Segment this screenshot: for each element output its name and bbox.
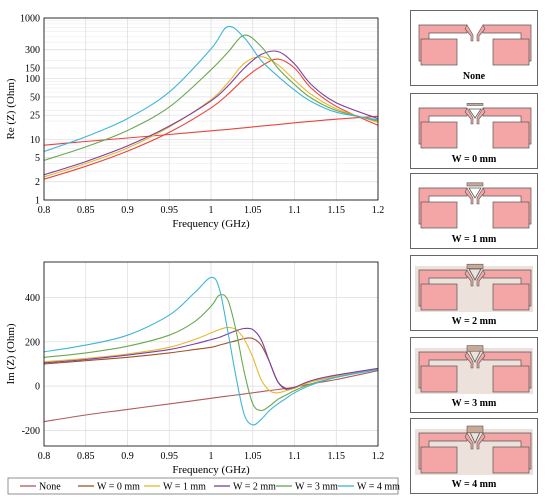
series-line-none — [44, 115, 378, 146]
y-tick-label: 50 — [30, 92, 40, 103]
series-line-w-3-mm — [44, 294, 378, 412]
y-tick-label: 400 — [25, 293, 40, 304]
y-tick-label: 2 — [35, 177, 40, 188]
antenna-drawing — [418, 103, 532, 149]
y-tick-label: 100 — [25, 74, 40, 85]
antenna-panel: W = 2 mm — [410, 255, 538, 331]
x-tick-label: 0.85 — [77, 451, 95, 462]
legend-entry-label: W = 0 mm — [97, 482, 140, 493]
antenna-panel-label: W = 1 mm — [451, 234, 497, 245]
antenna-drawing — [418, 182, 532, 229]
antenna-panel-label: W = 4 mm — [451, 479, 497, 490]
antenna-panel: W = 3 mm — [410, 337, 538, 413]
legend: None W = 0 mm W = 1 mm W = 2 mm W = 3 mm W = … — [7, 477, 400, 495]
antenna-panel-label: W = 0 mm — [451, 154, 497, 165]
x-tick-label: 1 — [209, 451, 214, 462]
x-tick-label: 1.05 — [244, 205, 262, 216]
chart-2: 0.8 0.85 0.9 0.95 1 1.05 1.1 1.15 1.2 -200 0 200 400… — [5, 261, 385, 476]
x-tick-label: 1.1 — [288, 205, 301, 216]
series-line-w-2-mm — [44, 327, 378, 390]
y-tick-label: -200 — [22, 426, 40, 437]
y-tick-label: 10 — [30, 135, 40, 146]
x-tick-label: 1.05 — [244, 451, 262, 462]
legend-entry-label: None — [39, 482, 61, 493]
antenna-drawing — [415, 345, 533, 394]
series-line-w-1-mm — [44, 326, 378, 394]
antenna-panel-label: W = 2 mm — [451, 316, 497, 327]
antenna-panel: None — [410, 10, 538, 86]
y-tick-label: 5 — [35, 153, 40, 164]
y-tick-label: 150 — [25, 63, 40, 74]
series-line-w-4-mm — [44, 25, 378, 153]
antenna-panel: W = 1 mm — [410, 173, 538, 249]
x-tick-label: 0.95 — [161, 205, 179, 216]
plot-frame — [43, 17, 379, 201]
antenna-panel: W = 4 mm — [410, 418, 538, 494]
x-tick-label: 1.2 — [372, 451, 385, 462]
antenna-panel: W = 0 mm — [410, 93, 538, 169]
x-tick-label: 1.2 — [372, 205, 385, 216]
x-tick-label: 1.15 — [328, 451, 346, 462]
legend-entry-label: W = 3 mm — [295, 482, 338, 493]
x-tick-label: 0.95 — [161, 451, 179, 462]
chart-1: 0.8 0.85 0.9 0.95 1 1.05 1.1 1.15 1.212510255010… — [5, 14, 384, 231]
y-axis-label: Re (Z) (Ohm) — [5, 78, 17, 139]
legend-box — [7, 477, 399, 495]
series-line-w-4-mm — [44, 276, 378, 426]
series-line-w-1-mm — [44, 56, 378, 178]
antenna-drawing — [415, 425, 533, 475]
plot-frame — [43, 261, 379, 447]
y-tick-label: 1 — [35, 196, 40, 207]
legend-entry-label: W = 1 mm — [163, 482, 206, 493]
x-tick-label: 0.9 — [121, 205, 134, 216]
series-line-w-2-mm — [44, 50, 378, 176]
y-tick-label: 1000 — [20, 14, 40, 25]
x-tick-label: 0.8 — [38, 205, 51, 216]
x-tick-label: 1 — [209, 205, 214, 216]
y-tick-label: 300 — [25, 45, 40, 56]
antenna-panel-label: W = 3 mm — [451, 398, 497, 409]
series-line-w-0-mm — [44, 58, 378, 180]
y-axis-label: Im (Z) (Ohm) — [5, 323, 17, 384]
x-axis-label: Frequency (GHz) — [172, 218, 250, 230]
x-tick-label: 1.1 — [288, 451, 301, 462]
y-tick-label: 25 — [30, 111, 40, 122]
x-axis-label: Frequency (GHz) — [172, 464, 250, 476]
x-tick-label: 1.15 — [328, 205, 346, 216]
legend-entry-label: W = 2 mm — [233, 482, 276, 493]
y-tick-label: 200 — [25, 337, 40, 348]
series-line-w-3-mm — [44, 34, 378, 161]
x-tick-label: 0.9 — [121, 451, 134, 462]
legend-entry-label: W = 4 mm — [357, 482, 400, 493]
antenna-drawing — [418, 24, 532, 66]
x-tick-label: 0.8 — [38, 451, 51, 462]
x-tick-label: 0.85 — [77, 205, 95, 216]
y-tick-label: 0 — [35, 382, 40, 393]
antenna-panel-label: None — [462, 71, 486, 82]
antenna-drawing — [415, 263, 533, 312]
